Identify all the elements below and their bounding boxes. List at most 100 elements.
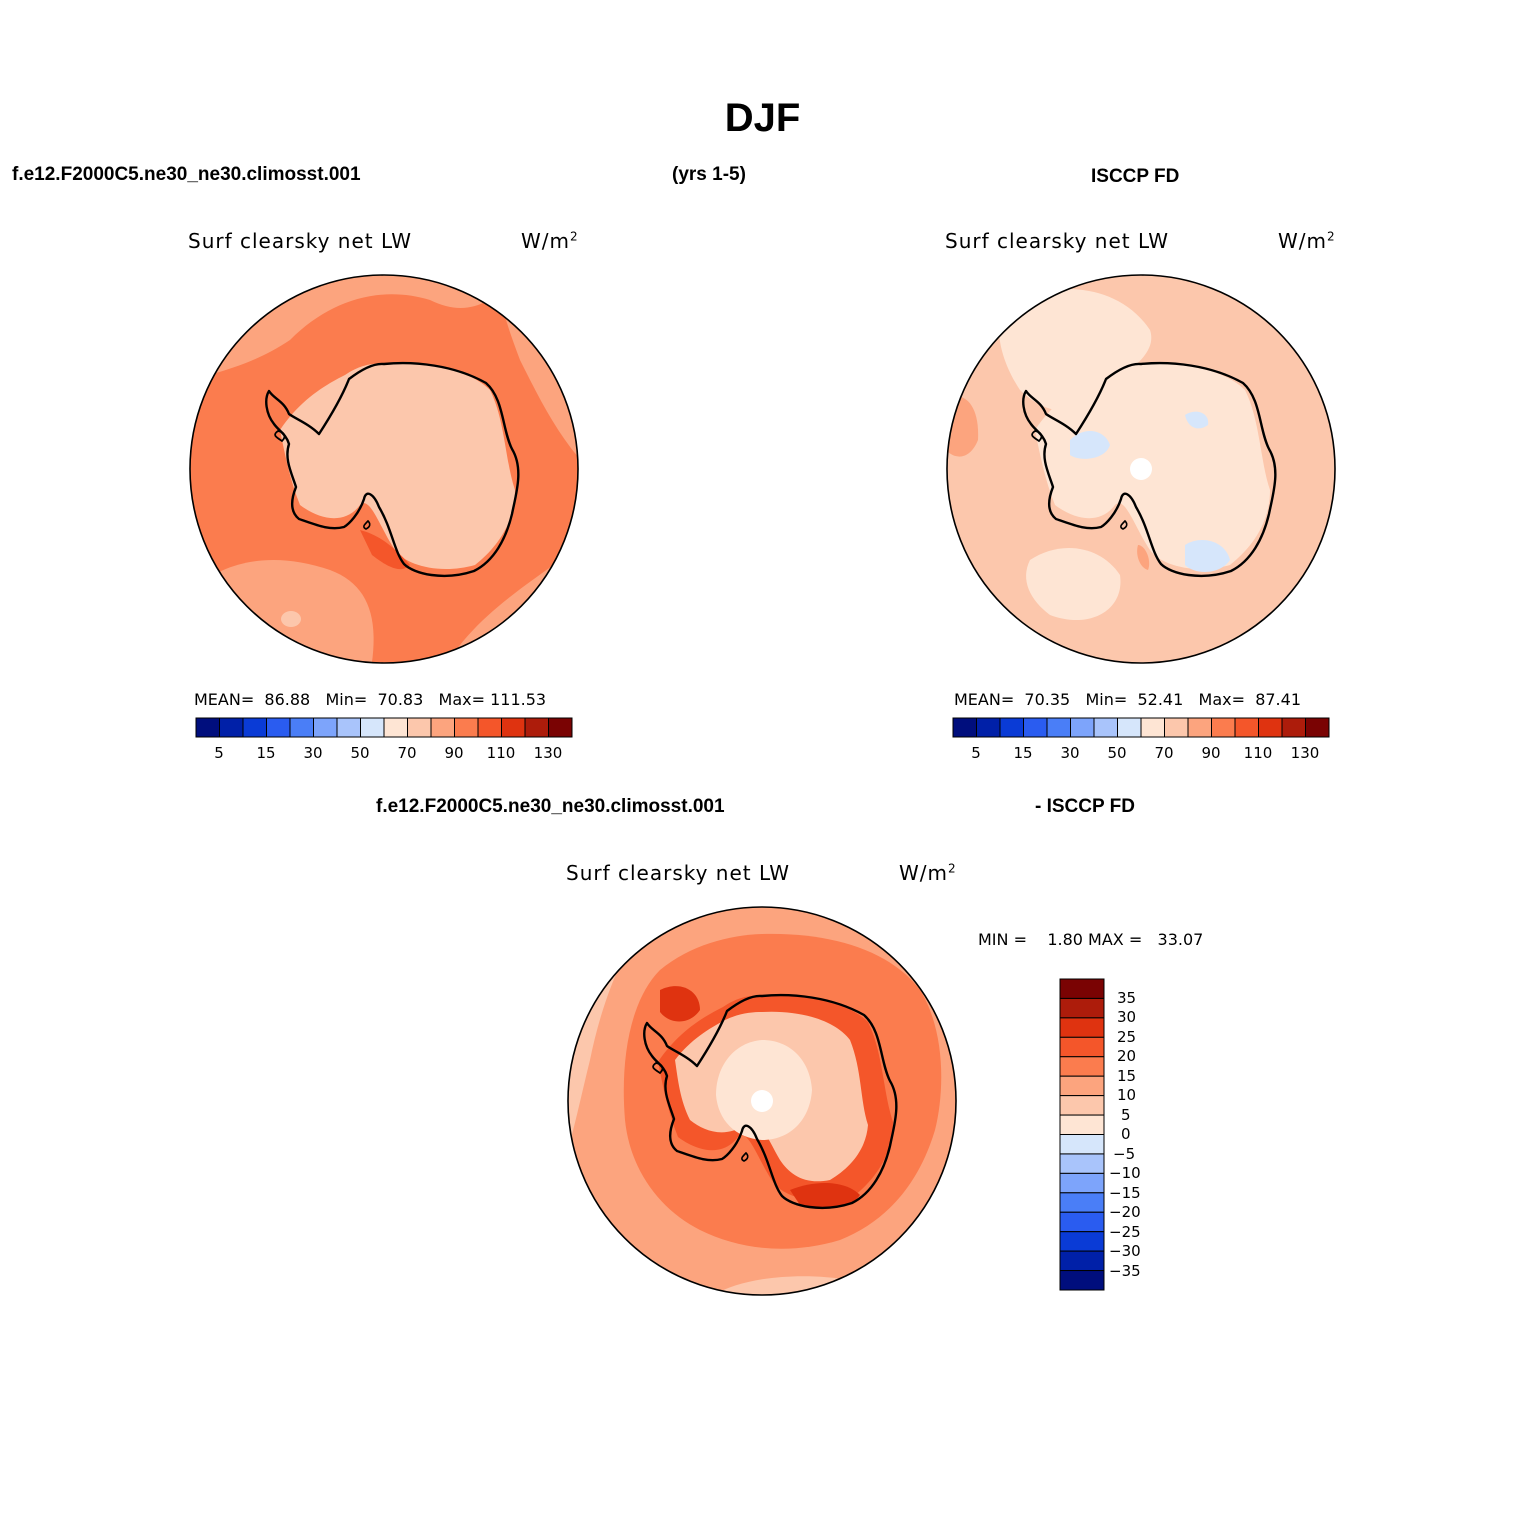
colorbar-swatch bbox=[501, 717, 526, 738]
panel2-units: W/m2 bbox=[1278, 229, 1336, 253]
panel1-tick: 15 bbox=[256, 744, 276, 762]
difference-tick: 0 bbox=[1121, 1125, 1131, 1143]
difference-tick: −20 bbox=[1109, 1203, 1141, 1221]
difference-tick: 5 bbox=[1121, 1106, 1131, 1124]
colorbar-swatch bbox=[1187, 717, 1212, 738]
difference-title-right: - ISCCP FD bbox=[1035, 796, 1135, 817]
colorbar-swatch bbox=[524, 717, 549, 738]
difference-tick: −30 bbox=[1109, 1242, 1141, 1260]
panel2-tick: 50 bbox=[1107, 744, 1127, 762]
panel1-colorbar bbox=[195, 717, 573, 738]
colorbar-swatch bbox=[1059, 1114, 1105, 1135]
colorbar-swatch bbox=[1023, 717, 1048, 738]
difference-tick: 15 bbox=[1117, 1067, 1137, 1085]
panel2-tick: 90 bbox=[1201, 744, 1221, 762]
colorbar-swatch bbox=[1211, 717, 1236, 738]
colorbar-swatch bbox=[407, 717, 432, 738]
difference-tick: 35 bbox=[1117, 989, 1137, 1007]
colorbar-swatch bbox=[1281, 717, 1306, 738]
panel1-tick: 90 bbox=[444, 744, 464, 762]
colorbar-swatch bbox=[1164, 717, 1189, 738]
colorbar-swatch bbox=[242, 717, 267, 738]
colorbar-swatch bbox=[313, 717, 338, 738]
colorbar-swatch bbox=[1059, 1095, 1105, 1116]
difference-tick: −15 bbox=[1109, 1184, 1141, 1202]
panel2-variable: Surf clearsky net LW bbox=[945, 229, 1170, 253]
model-map bbox=[189, 274, 579, 664]
colorbar-swatch bbox=[1059, 1134, 1105, 1155]
colorbar-swatch bbox=[1305, 717, 1330, 738]
colorbar-swatch bbox=[1059, 1211, 1105, 1233]
colorbar-swatch bbox=[952, 717, 977, 738]
panel1-tick: 50 bbox=[350, 744, 370, 762]
difference-tick: −35 bbox=[1109, 1262, 1141, 1280]
colorbar-swatch bbox=[1140, 717, 1165, 738]
case-name: f.e12.F2000C5.ne30_ne30.climosst.001 bbox=[12, 164, 361, 185]
colorbar-swatch bbox=[1059, 1056, 1105, 1077]
panel1-units: W/m2 bbox=[521, 229, 579, 253]
panel1-tick: 5 bbox=[214, 744, 224, 762]
obs-name: ISCCP FD bbox=[1091, 166, 1180, 187]
panel2-tick: 70 bbox=[1154, 744, 1174, 762]
colorbar-swatch bbox=[1117, 717, 1142, 738]
difference-units: W/m2 bbox=[899, 861, 957, 885]
years-label: (yrs 1-5) bbox=[672, 164, 746, 185]
colorbar-swatch bbox=[1059, 1270, 1105, 1291]
colorbar-swatch bbox=[266, 717, 291, 738]
colorbar-swatch bbox=[383, 717, 408, 738]
panel1-variable: Surf clearsky net LW bbox=[188, 229, 413, 253]
colorbar-swatch bbox=[1059, 1231, 1105, 1252]
panel1-tick: 130 bbox=[533, 744, 563, 762]
obs-map bbox=[946, 274, 1336, 664]
colorbar-swatch bbox=[1059, 1250, 1105, 1272]
colorbar-swatch bbox=[336, 717, 361, 738]
difference-variable: Surf clearsky net LW bbox=[566, 861, 791, 885]
colorbar-swatch bbox=[219, 717, 244, 738]
colorbar-swatch bbox=[1059, 997, 1105, 1019]
colorbar-swatch bbox=[976, 717, 1001, 738]
panel2-stats: MEAN= 70.35 Min= 52.41 Max= 87.41 bbox=[954, 690, 1301, 709]
colorbar-swatch bbox=[1059, 1036, 1105, 1058]
difference-colorbar bbox=[1059, 978, 1105, 1291]
colorbar-swatch bbox=[1093, 717, 1118, 738]
colorbar-swatch bbox=[1070, 717, 1095, 738]
colorbar-swatch bbox=[1059, 1192, 1105, 1213]
colorbar-swatch bbox=[477, 717, 502, 738]
difference-tick: −10 bbox=[1109, 1164, 1141, 1182]
panel2-tick: 130 bbox=[1290, 744, 1320, 762]
colorbar-swatch bbox=[1059, 1017, 1105, 1038]
difference-minmax: MIN = 1.80 MAX = 33.07 bbox=[978, 930, 1204, 949]
colorbar-swatch bbox=[1234, 717, 1259, 738]
colorbar-swatch bbox=[1059, 978, 1105, 999]
difference-tick: −5 bbox=[1113, 1145, 1136, 1163]
panel2-tick: 5 bbox=[971, 744, 981, 762]
panel2-tick: 15 bbox=[1013, 744, 1033, 762]
colorbar-swatch bbox=[1059, 1172, 1105, 1194]
difference-tick: 10 bbox=[1117, 1086, 1137, 1104]
difference-tick: 30 bbox=[1117, 1008, 1137, 1026]
difference-tick: 20 bbox=[1117, 1047, 1137, 1065]
colorbar-swatch bbox=[360, 717, 385, 738]
colorbar-swatch bbox=[1046, 717, 1071, 738]
difference-map bbox=[567, 906, 957, 1296]
panel2-tick: 30 bbox=[1060, 744, 1080, 762]
colorbar-swatch bbox=[999, 717, 1024, 738]
colorbar-swatch bbox=[548, 717, 573, 738]
panel2-tick: 110 bbox=[1243, 744, 1273, 762]
colorbar-swatch bbox=[1059, 1153, 1105, 1174]
colorbar-swatch bbox=[1258, 717, 1283, 738]
page-title: DJF bbox=[724, 96, 801, 140]
difference-tick: 25 bbox=[1117, 1028, 1137, 1046]
panel1-tick: 30 bbox=[303, 744, 323, 762]
colorbar-swatch bbox=[430, 717, 455, 738]
colorbar-swatch bbox=[454, 717, 479, 738]
panel1-tick: 110 bbox=[486, 744, 516, 762]
colorbar-swatch bbox=[289, 717, 314, 738]
panel2-colorbar bbox=[952, 717, 1330, 738]
panel1-tick: 70 bbox=[397, 744, 417, 762]
colorbar-swatch bbox=[195, 717, 220, 738]
panel1-stats: MEAN= 86.88 Min= 70.83 Max= 111.53 bbox=[194, 690, 547, 709]
colorbar-swatch bbox=[1059, 1075, 1105, 1097]
difference-tick: −25 bbox=[1109, 1223, 1141, 1241]
